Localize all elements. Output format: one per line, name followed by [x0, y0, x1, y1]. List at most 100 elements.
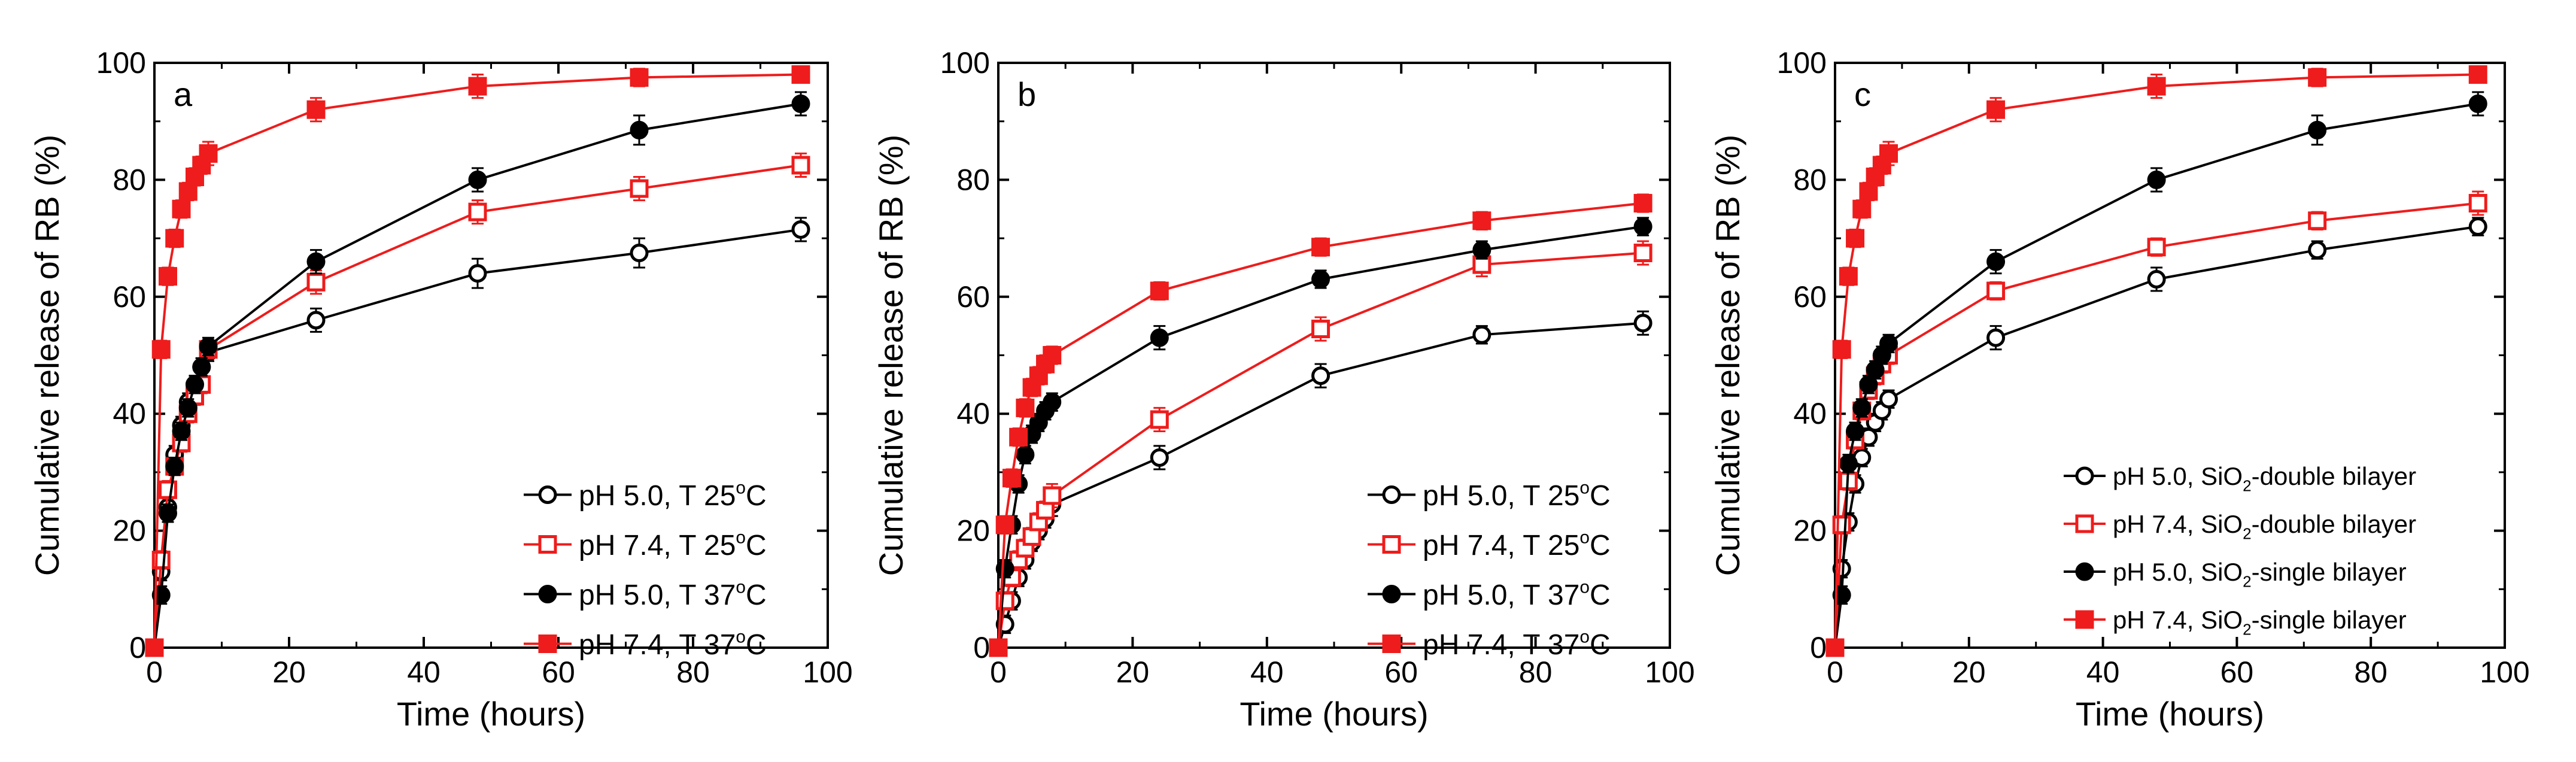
legend-swatch-marker	[1382, 485, 1401, 504]
legend-label-sub: 2	[2243, 621, 2251, 639]
series-3	[1825, 91, 2487, 657]
data-point	[1633, 244, 1652, 263]
legend-swatch-marker	[2075, 466, 2094, 485]
y-tick-label: 40	[113, 397, 146, 430]
data-point	[2308, 241, 2327, 260]
data-point	[1472, 325, 1491, 344]
legend-label-sup: o	[1579, 528, 1590, 548]
data-point	[151, 340, 171, 359]
data-point	[2468, 94, 2487, 113]
panel-label: a	[174, 75, 193, 113]
legend-entry-label: pH 5.0, T 37oC	[579, 578, 767, 611]
y-tick-label: 0	[1810, 631, 1827, 664]
legend-entry-label: pH 5.0, T 37oC	[1423, 578, 1611, 611]
data-point	[1859, 375, 1878, 394]
legend-swatch-marker	[1382, 535, 1401, 554]
data-point	[1839, 267, 1858, 286]
data-point	[2468, 217, 2487, 236]
data-point	[791, 94, 810, 113]
data-point	[1825, 638, 1845, 657]
chart-panel-a: 0 20 40 60 80 100 0 20 40 60 80 100 Time (hours) Cumu…	[28, 46, 853, 733]
legend-swatch-marker	[2075, 610, 2094, 629]
data-point	[1832, 515, 1851, 535]
panel-label: b	[1017, 75, 1036, 113]
legend-label-main: pH 7.4, T 37	[1423, 629, 1579, 661]
y-tick-label: 60	[956, 280, 990, 314]
data-point	[159, 267, 177, 286]
data-point	[159, 503, 177, 523]
data-point	[1986, 328, 2006, 347]
y-tick-label: 0	[129, 631, 146, 664]
y-tick-label: 80	[113, 163, 146, 196]
data-point	[2308, 211, 2327, 230]
legend-label-end: C	[746, 480, 767, 512]
data-point	[1043, 346, 1062, 365]
y-tick-label: 20	[956, 514, 990, 548]
data-point	[1150, 281, 1169, 300]
x-tick-label: 80	[1519, 655, 1553, 689]
data-point	[630, 120, 649, 139]
data-point	[1311, 238, 1330, 257]
data-point	[1986, 100, 2006, 119]
x-tick-label: 100	[1645, 655, 1694, 689]
data-point	[1633, 314, 1652, 333]
legend-label-main: pH 7.4, SiO	[2113, 606, 2243, 634]
data-point	[145, 638, 164, 657]
legend-swatch-marker	[538, 535, 557, 554]
y-tick-label: 40	[1793, 397, 1827, 430]
data-point	[159, 480, 177, 499]
legend-label-end: -single bilayer	[2252, 558, 2407, 586]
legend-swatch-marker	[2075, 562, 2094, 581]
data-point	[1150, 328, 1169, 347]
data-point	[1633, 217, 1652, 236]
legend-swatch-marker	[1382, 585, 1401, 603]
legend-label-end: C	[1590, 530, 1611, 561]
legend-entry-label: pH 5.0, T 25oC	[1423, 478, 1611, 512]
data-point	[306, 252, 326, 271]
y-axis-title: Cumulative release of RB (%)	[1709, 135, 1746, 576]
data-point	[1879, 144, 1898, 163]
legend-label-sub: 2	[2243, 477, 2251, 495]
y-tick-label: 20	[1793, 514, 1827, 548]
data-point	[199, 144, 218, 163]
x-axis-title: Time (hours)	[397, 695, 585, 733]
y-tick-label: 100	[940, 46, 990, 80]
data-point	[791, 220, 810, 239]
data-point	[630, 68, 649, 87]
x-tick-label: 40	[407, 655, 441, 689]
data-point	[178, 398, 198, 417]
legend-label-end: C	[746, 629, 767, 661]
legend-label-sup: o	[1579, 627, 1590, 647]
data-point	[1846, 229, 1865, 248]
data-point	[468, 170, 487, 189]
legend-label-sup: o	[736, 627, 746, 647]
data-point	[1986, 281, 2006, 300]
x-tick-label: 80	[676, 655, 710, 689]
chart-panel-b: 0 20 40 60 80 100 0 20 40 60 80 100 Time (hours) Cumu…	[872, 46, 1695, 733]
data-point	[1879, 390, 1898, 409]
data-point	[151, 585, 171, 605]
legend-label-end: C	[1590, 480, 1611, 512]
data-point	[468, 264, 487, 283]
legend-label-end: -double bilayer	[2252, 462, 2417, 490]
y-tick-label: 0	[973, 631, 990, 664]
legend-label-sup: o	[736, 478, 746, 498]
x-tick-label: 60	[542, 655, 575, 689]
data-point	[1150, 410, 1169, 429]
legend-label-main: pH 7.4, T 25	[579, 530, 736, 561]
legend-swatch-marker	[538, 635, 557, 653]
legend-label-sub: 2	[2243, 573, 2251, 591]
data-point	[178, 182, 198, 201]
y-tick-label: 40	[956, 397, 990, 430]
data-point	[1472, 241, 1491, 260]
y-tick-label: 60	[1793, 280, 1827, 314]
data-point	[192, 357, 211, 377]
x-tick-label: 20	[1952, 655, 1986, 689]
data-point	[165, 229, 184, 248]
legend-label-main: pH 5.0, T 37	[1423, 579, 1579, 611]
data-point	[1472, 211, 1491, 230]
data-point	[1311, 320, 1330, 339]
data-point	[1986, 252, 2006, 271]
